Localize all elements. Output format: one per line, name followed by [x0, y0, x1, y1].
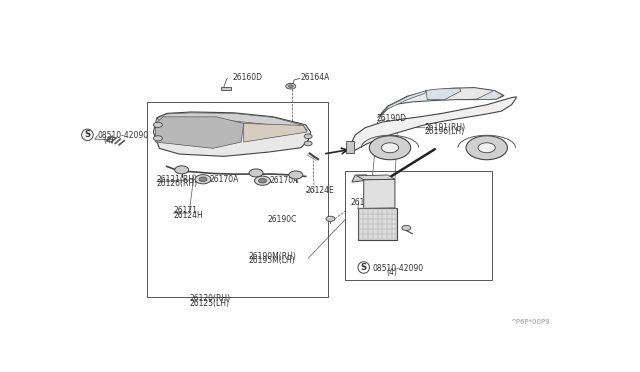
Polygon shape	[426, 88, 461, 100]
Circle shape	[402, 225, 411, 231]
Text: 26190D: 26190D	[376, 114, 406, 123]
Text: 26170A: 26170A	[269, 176, 299, 185]
Polygon shape	[462, 90, 502, 100]
Text: 26193: 26193	[350, 198, 374, 207]
Polygon shape	[356, 175, 395, 180]
Text: 26190M(RH): 26190M(RH)	[249, 251, 296, 260]
Text: 26121(RH): 26121(RH)	[157, 175, 198, 184]
Polygon shape	[352, 175, 367, 182]
Text: 08510-42090: 08510-42090	[97, 131, 148, 140]
Polygon shape	[378, 87, 504, 118]
Circle shape	[478, 143, 495, 153]
Polygon shape	[380, 90, 426, 117]
Bar	[346, 171, 492, 279]
Circle shape	[304, 134, 312, 139]
Text: 26195M(LH): 26195M(LH)	[249, 256, 296, 265]
Bar	[346, 141, 354, 153]
Text: S: S	[361, 263, 367, 272]
Text: (4): (4)	[387, 269, 397, 278]
Circle shape	[466, 136, 508, 160]
Text: S: S	[84, 130, 90, 140]
Text: 26190C: 26190C	[268, 215, 297, 224]
Circle shape	[288, 85, 293, 88]
Polygon shape	[157, 113, 307, 131]
Text: 26196(LH): 26196(LH)	[425, 127, 465, 136]
Bar	[147, 102, 328, 297]
Circle shape	[259, 179, 266, 183]
Text: 08510-42090: 08510-42090	[372, 264, 424, 273]
Circle shape	[154, 122, 163, 128]
Circle shape	[369, 136, 411, 160]
Polygon shape	[154, 112, 310, 156]
Circle shape	[175, 166, 189, 174]
Text: (4): (4)	[104, 137, 115, 145]
Circle shape	[199, 177, 207, 182]
Circle shape	[304, 141, 312, 146]
Bar	[221, 87, 231, 90]
Text: 26191(RH): 26191(RH)	[425, 123, 466, 132]
Circle shape	[255, 176, 271, 185]
Text: 26171: 26171	[173, 206, 197, 215]
Text: 26124E: 26124E	[306, 186, 335, 195]
Text: 26164A: 26164A	[301, 73, 330, 82]
Text: ^P6P*00P9: ^P6P*00P9	[511, 319, 550, 325]
Text: 26120(RH): 26120(RH)	[189, 295, 230, 304]
Circle shape	[195, 175, 211, 184]
Polygon shape	[364, 179, 395, 208]
Circle shape	[289, 171, 303, 179]
Polygon shape	[358, 208, 397, 240]
Text: 26160D: 26160D	[233, 73, 263, 82]
Polygon shape	[348, 97, 516, 154]
Text: 26125(LH): 26125(LH)	[189, 299, 229, 308]
Polygon shape	[244, 124, 307, 142]
Text: 26126(RH): 26126(RH)	[157, 179, 198, 188]
Circle shape	[249, 169, 263, 177]
Polygon shape	[156, 117, 244, 148]
Text: 26124H: 26124H	[173, 211, 203, 220]
Text: 26170A: 26170A	[210, 175, 239, 184]
Circle shape	[154, 136, 163, 141]
Circle shape	[286, 83, 296, 89]
Circle shape	[326, 216, 335, 221]
Circle shape	[381, 143, 399, 153]
